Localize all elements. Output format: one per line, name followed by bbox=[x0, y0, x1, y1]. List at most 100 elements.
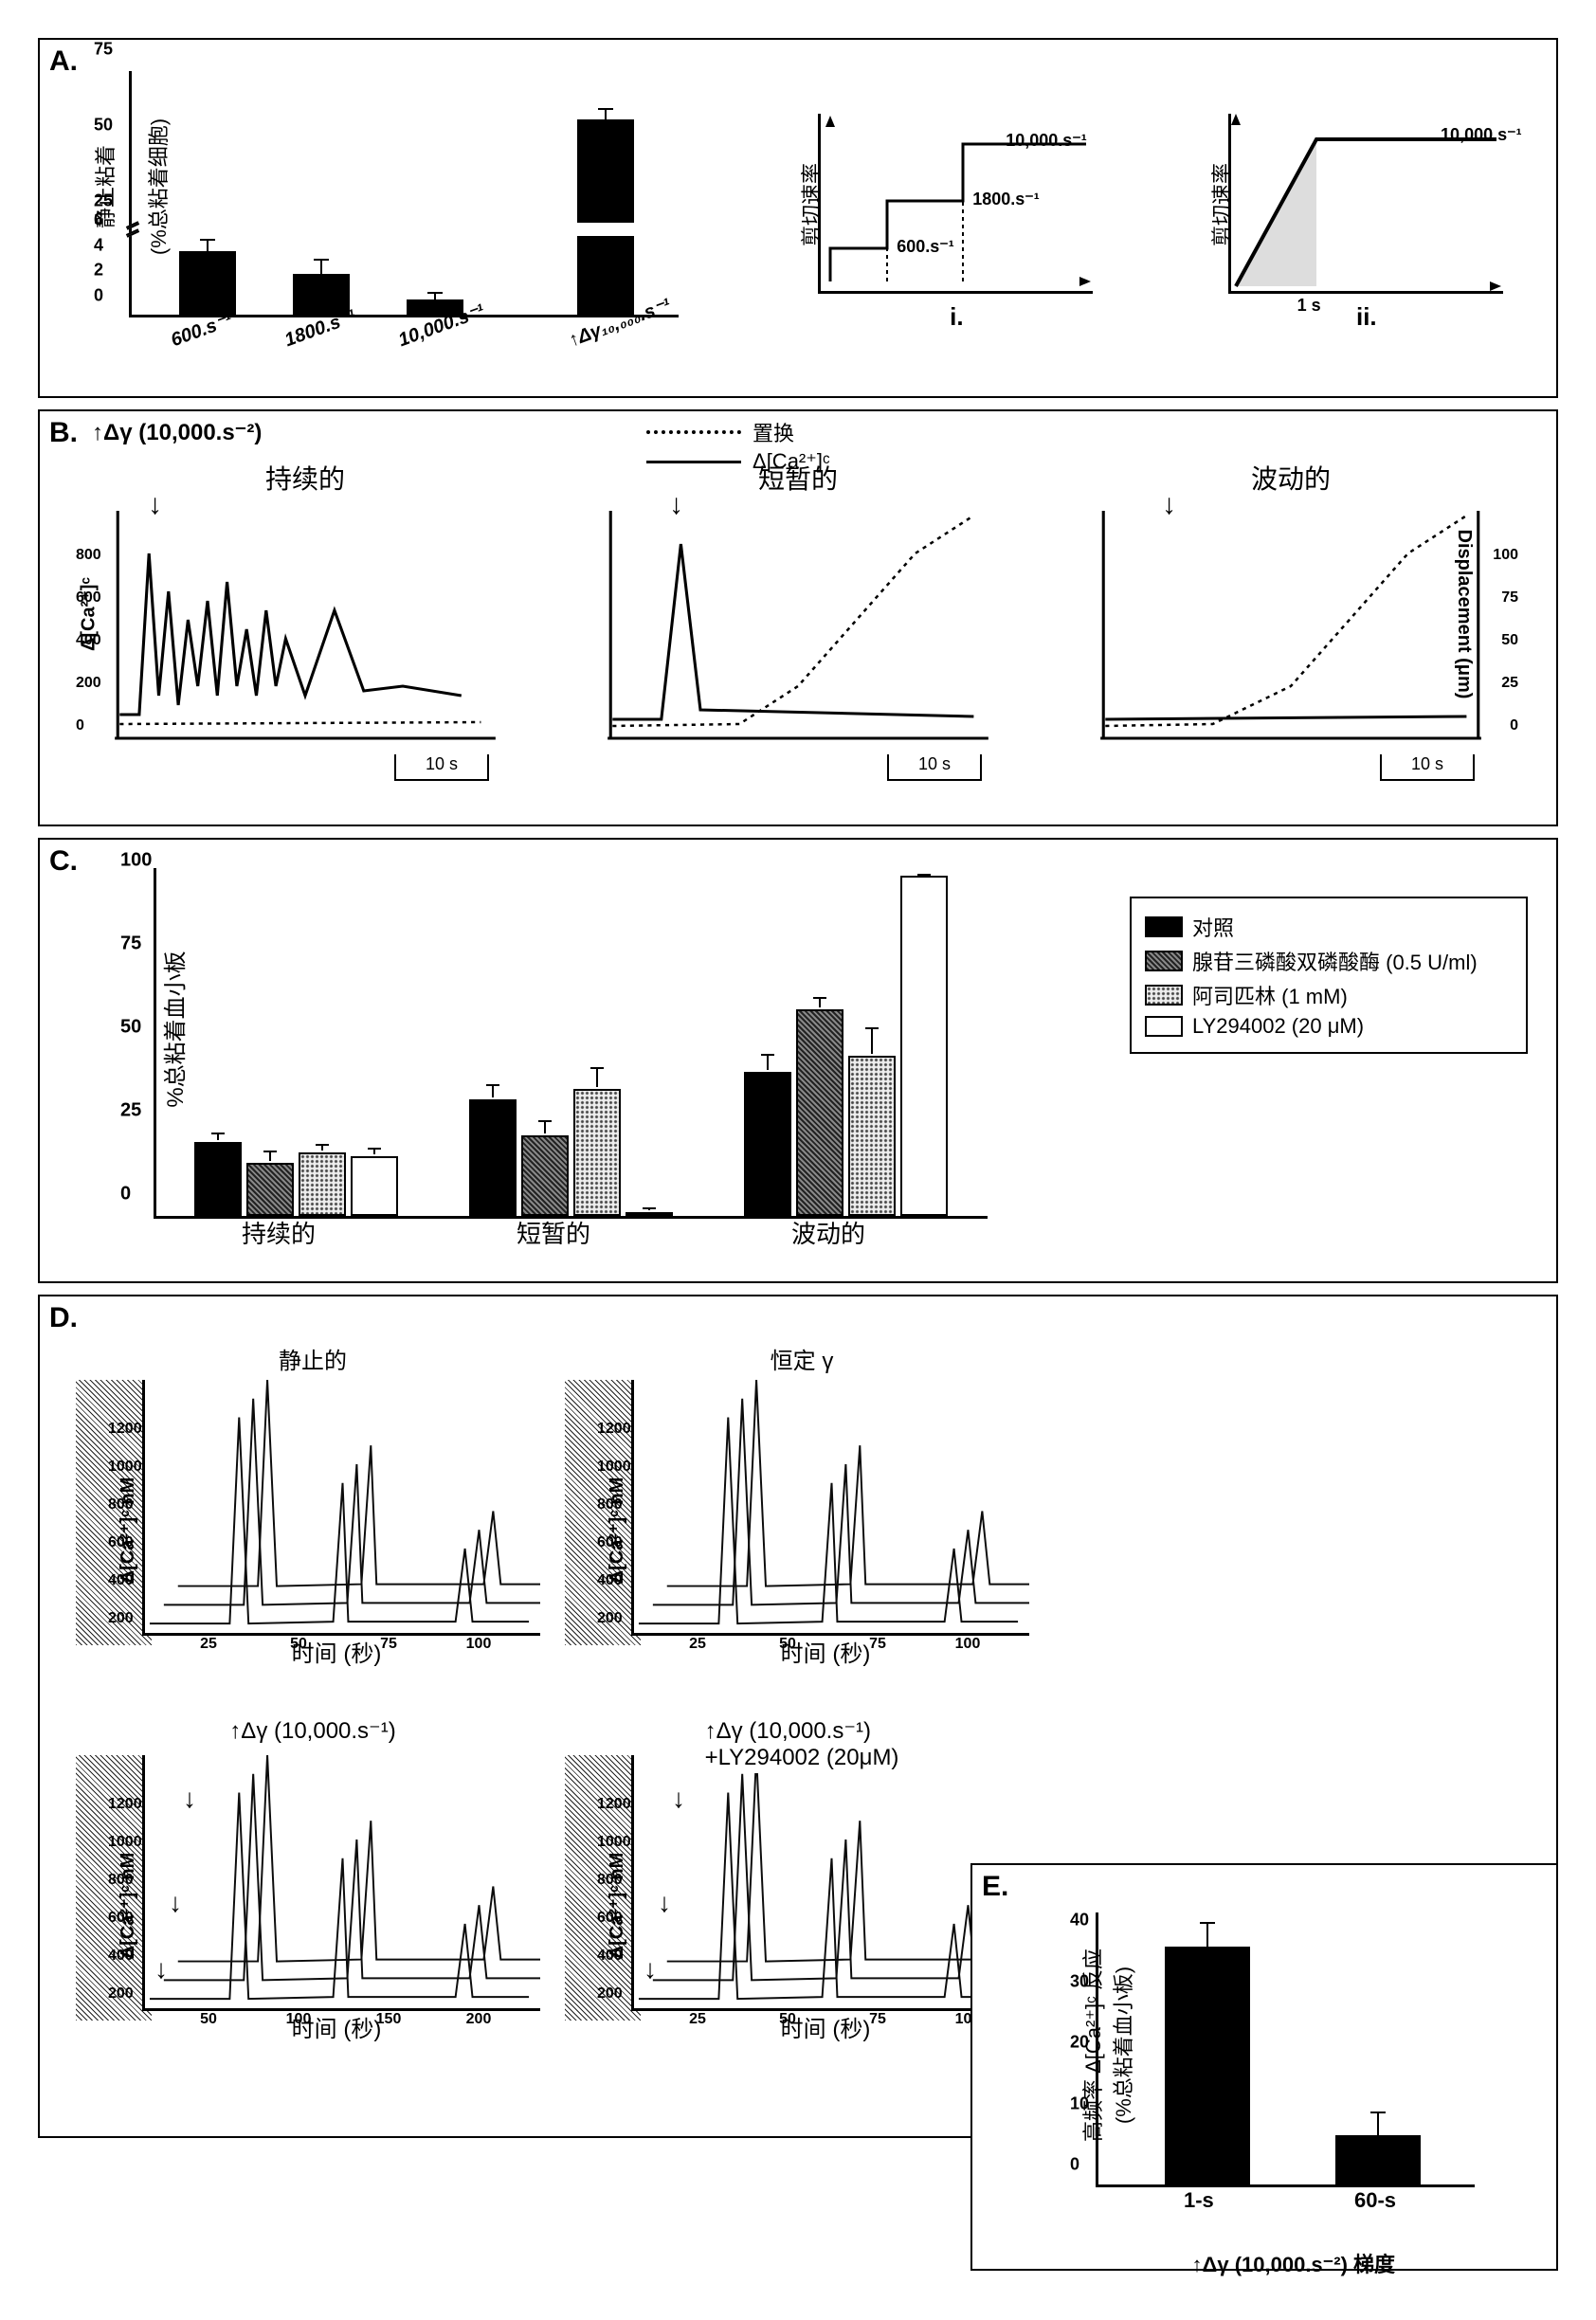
subplot-ytick: 1000 bbox=[108, 1834, 142, 1851]
ramp-label: 10,000.s⁻¹ bbox=[1441, 125, 1522, 145]
panel-c-label: C. bbox=[49, 845, 78, 878]
panel-c-bar bbox=[626, 1212, 673, 1216]
subplot-xtick: 50 bbox=[779, 2011, 796, 2028]
trace-0: 持续的 Δ[Ca²⁺]ᶜ ↓ 10 s 0200400600800 bbox=[64, 497, 546, 790]
subplot-ytick: 1200 bbox=[108, 1796, 142, 1813]
panel-d-subplot: 静止的 Δ[Ca²⁺]ᶜ nM 时间 (秒) 20040060080010001… bbox=[76, 1332, 550, 1693]
trace-ytick-right: 100 bbox=[1493, 547, 1518, 564]
panel-e-xlabel: 1-s bbox=[1184, 2188, 1214, 2213]
panel-d-subplot: ↑Δγ (10,000.s⁻¹) +LY294002 (20μM) ↓ ↓ ↓ … bbox=[565, 1708, 1039, 2068]
subplot-ytick: 200 bbox=[108, 1985, 134, 2003]
mini-ii-label: ii. bbox=[1356, 302, 1377, 332]
panel-e-ytick: 40 bbox=[1070, 1911, 1089, 1930]
panel-a-barchart: 静止粘着 (%总粘着细胞) 0246255075600.s⁻¹1800.s⁻¹1… bbox=[129, 62, 723, 374]
ramp-xlabel: 1 s bbox=[1297, 296, 1321, 316]
panel-e-ytick: 0 bbox=[1070, 2155, 1079, 2175]
arrow-icon: ↓ bbox=[669, 489, 683, 521]
subplot-ytick: 1000 bbox=[108, 1459, 142, 1476]
panel-c-bar bbox=[194, 1142, 242, 1216]
trace-ytick-left: 400 bbox=[76, 632, 101, 649]
subplot-ytick: 400 bbox=[597, 1948, 623, 1965]
trace-ytick-left: 800 bbox=[76, 547, 101, 564]
arrow-icon: ↓ bbox=[672, 1784, 685, 1814]
subplot-ytick: 600 bbox=[597, 1534, 623, 1551]
step-label-10000: 10,000.s⁻¹ bbox=[1006, 131, 1087, 151]
legend-label: 阿司匹林 (1 mM) bbox=[1192, 980, 1348, 1010]
subplot-ytick: 400 bbox=[108, 1948, 134, 1965]
panel-c-bar bbox=[351, 1156, 398, 1216]
subplot-ytick: 800 bbox=[597, 1496, 623, 1513]
panel-a-ytick: 25 bbox=[94, 191, 113, 211]
subplot-ytick: 200 bbox=[597, 1985, 623, 2003]
subplot-ytick: 800 bbox=[108, 1872, 134, 1889]
subplot-ylabel: Δ[Ca²⁺]ᶜ nM bbox=[605, 1477, 628, 1585]
subplot-xtick: 25 bbox=[689, 1636, 706, 1653]
arrow-icon: ↓ bbox=[154, 1954, 168, 1985]
subplot-xtick: 75 bbox=[869, 1636, 886, 1653]
subplot-title: 恒定 γ bbox=[763, 1340, 842, 1377]
panel-a-ytick: 0 bbox=[94, 286, 103, 306]
panel-c-xlabel: 持续的 bbox=[242, 1215, 316, 1250]
step-label-1800: 1800.s⁻¹ bbox=[972, 190, 1040, 209]
legend-swatch bbox=[1145, 985, 1183, 1006]
panel-e-ytick: 20 bbox=[1070, 2033, 1089, 2053]
panel-e-bar bbox=[1335, 2135, 1421, 2184]
subplot-xtick: 50 bbox=[779, 1636, 796, 1653]
trace-title: 波动的 bbox=[1251, 459, 1331, 497]
panel-c-bar bbox=[246, 1163, 294, 1216]
trace-1: 短暂的 ↓ 10 s bbox=[557, 497, 1039, 790]
panel-c-bar bbox=[848, 1056, 896, 1216]
trace-title: 持续的 bbox=[265, 459, 345, 497]
panel-a-bar bbox=[179, 251, 236, 315]
panel-a-ytick: 4 bbox=[94, 235, 103, 255]
panel-c-ytick: 50 bbox=[120, 1016, 141, 1038]
mini-i-label: i. bbox=[950, 302, 963, 332]
panel-e-xtitle: ↑Δγ (10,000.s⁻²) 梯度 bbox=[1192, 2248, 1396, 2278]
legend-label: LY294002 (20 μM) bbox=[1192, 1014, 1364, 1039]
panel-a-bar bbox=[577, 119, 634, 315]
subplot-ytick: 1200 bbox=[597, 1421, 631, 1438]
subplot-ytick: 1200 bbox=[597, 1796, 631, 1813]
arrow-icon: ↓ bbox=[169, 1888, 182, 1918]
subplot-xtick: 100 bbox=[955, 1636, 981, 1653]
subplot-ytick: 600 bbox=[597, 1910, 623, 1927]
subplot-ytick: 1000 bbox=[597, 1459, 631, 1476]
subplot-xtick: 25 bbox=[689, 2011, 706, 2028]
panel-c-legend: 对照腺苷三磷酸双磷酸酶 (0.5 U/ml)阿司匹林 (1 mM)LY29400… bbox=[1130, 897, 1528, 1054]
subplot-ytick: 600 bbox=[108, 1534, 134, 1551]
subplot-title: ↑Δγ (10,000.s⁻¹) +LY294002 (20μM) bbox=[698, 1715, 907, 1773]
panel-d-subplot: ↑Δγ (10,000.s⁻¹) ↓ ↓ ↓ Δ[Ca²⁺]ᶜ nM 时间 bbox=[76, 1708, 550, 2068]
subplot-ytick: 400 bbox=[597, 1572, 623, 1589]
subplot-xtick: 200 bbox=[466, 2011, 492, 2028]
trace-2: 波动的 Displacement (μm) ↓ 10 s 0255075100 bbox=[1050, 497, 1532, 790]
subplot-xtick: 50 bbox=[200, 2011, 217, 2028]
panel-e-xlabel: 60-s bbox=[1354, 2188, 1396, 2213]
arrow-icon: ↓ bbox=[658, 1888, 671, 1918]
panel-c-bar bbox=[744, 1072, 791, 1216]
panel-e-bar bbox=[1165, 1947, 1250, 2184]
trace-ytick-right: 0 bbox=[1510, 717, 1518, 734]
mini-chart-ii: 剪切速率 10,000.s⁻¹ 1 s ii. bbox=[1190, 85, 1543, 351]
panel-a-ytick: 50 bbox=[94, 116, 113, 136]
legend-swatch bbox=[1145, 951, 1183, 971]
subplot-xtick: 100 bbox=[466, 1636, 492, 1653]
scalebar: 10 s bbox=[1380, 754, 1475, 781]
trace-ytick-right: 50 bbox=[1501, 632, 1518, 649]
subplot-ytick: 200 bbox=[597, 1610, 623, 1627]
mini-chart-i: 剪切速率 600.s⁻¹ 1800.s⁻¹ 10,000.s⁻¹ i. bbox=[780, 85, 1133, 351]
subplot-xtick: 25 bbox=[200, 1636, 217, 1653]
subplot-xtick: 50 bbox=[290, 1636, 307, 1653]
arrow-icon: ↓ bbox=[644, 1954, 657, 1985]
legend-label: 腺苷三磷酸双磷酸酶 (0.5 U/ml) bbox=[1192, 946, 1478, 976]
panel-e-ytick: 10 bbox=[1070, 2093, 1089, 2113]
scalebar: 10 s bbox=[394, 754, 489, 781]
trace-ytick-right: 75 bbox=[1501, 589, 1518, 607]
subplot-ytick: 800 bbox=[597, 1872, 623, 1889]
panel-a-ytick: 75 bbox=[94, 40, 113, 60]
panel-c-ytick: 100 bbox=[120, 849, 152, 871]
panel-c-ytick: 25 bbox=[120, 1099, 141, 1121]
subplot-title: ↑Δγ (10,000.s⁻¹) bbox=[222, 1715, 403, 1747]
panel-e: E. 高频率 Δ[Ca²⁺]ᶜ 反应 (%总粘着血小板) 0102030401-… bbox=[970, 1863, 1558, 2271]
panel-a-label: A. bbox=[49, 45, 78, 78]
panel-c-ytick: 75 bbox=[120, 933, 141, 954]
